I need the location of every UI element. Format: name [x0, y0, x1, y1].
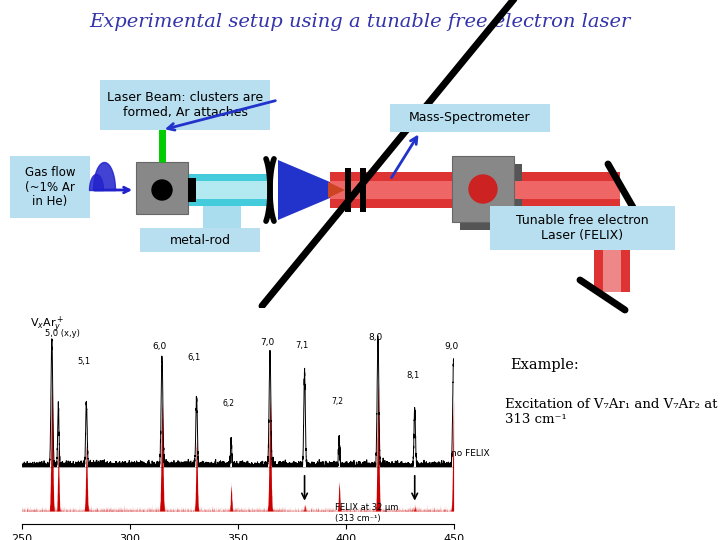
Text: metal-rod: metal-rod	[169, 233, 230, 246]
Polygon shape	[278, 160, 330, 220]
Text: 5,0 (x,y): 5,0 (x,y)	[45, 329, 80, 339]
FancyBboxPatch shape	[452, 156, 514, 222]
Text: Gas flow
(~1% Ar
in He): Gas flow (~1% Ar in He)	[24, 165, 76, 208]
Text: 8,0: 8,0	[369, 333, 383, 342]
Text: V$_x$Ar$_y^+$: V$_x$Ar$_y^+$	[30, 314, 64, 335]
FancyBboxPatch shape	[188, 181, 270, 199]
Text: Laser Beam: clusters are
formed, Ar attaches: Laser Beam: clusters are formed, Ar atta…	[107, 91, 263, 119]
FancyBboxPatch shape	[490, 206, 675, 250]
FancyBboxPatch shape	[514, 181, 620, 199]
Circle shape	[152, 180, 172, 200]
Text: no FELIX: no FELIX	[451, 449, 490, 458]
Text: Excitation of V₇Ar₁ and V₇Ar₂ at
313 cm⁻¹: Excitation of V₇Ar₁ and V₇Ar₂ at 313 cm⁻…	[505, 398, 718, 426]
Polygon shape	[328, 182, 345, 198]
Text: 8,1: 8,1	[406, 371, 419, 380]
Text: Experimental setup using a tunable free electron laser: Experimental setup using a tunable free …	[89, 13, 631, 31]
FancyBboxPatch shape	[188, 174, 270, 206]
FancyBboxPatch shape	[345, 168, 351, 212]
FancyBboxPatch shape	[594, 208, 630, 292]
FancyBboxPatch shape	[136, 162, 188, 214]
FancyBboxPatch shape	[330, 172, 570, 208]
Polygon shape	[157, 97, 167, 107]
FancyBboxPatch shape	[460, 164, 522, 230]
FancyBboxPatch shape	[10, 156, 90, 218]
Text: 6,2: 6,2	[223, 399, 235, 408]
FancyBboxPatch shape	[390, 104, 550, 132]
FancyBboxPatch shape	[188, 178, 196, 202]
FancyBboxPatch shape	[100, 80, 270, 130]
Text: 6,0: 6,0	[153, 342, 167, 351]
Text: 6,1: 6,1	[188, 354, 201, 362]
Text: FELIX at 32 μm
(313 cm⁻¹): FELIX at 32 μm (313 cm⁻¹)	[335, 503, 398, 523]
Text: 7,2: 7,2	[331, 397, 343, 406]
Text: 5,1: 5,1	[78, 357, 91, 366]
FancyBboxPatch shape	[203, 206, 241, 238]
FancyBboxPatch shape	[140, 228, 260, 252]
Text: Example:: Example:	[510, 358, 579, 372]
FancyBboxPatch shape	[603, 208, 621, 292]
Circle shape	[469, 175, 497, 203]
FancyBboxPatch shape	[330, 181, 570, 199]
Text: 7,1: 7,1	[296, 341, 309, 350]
Text: Tunable free electron
Laser (FELIX): Tunable free electron Laser (FELIX)	[516, 214, 649, 242]
Text: Mass-Spectrometer: Mass-Spectrometer	[409, 111, 531, 125]
FancyBboxPatch shape	[514, 172, 620, 208]
Text: 9,0: 9,0	[444, 342, 459, 351]
FancyBboxPatch shape	[360, 168, 366, 212]
Text: 7,0: 7,0	[261, 338, 275, 347]
